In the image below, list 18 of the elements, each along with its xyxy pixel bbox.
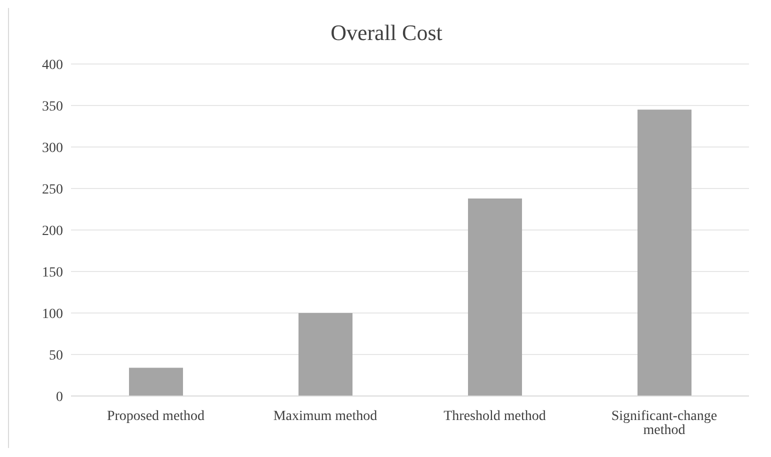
x-tick-label: Threshold method	[444, 408, 546, 424]
y-tick-label: 0	[56, 390, 63, 405]
bar	[298, 313, 352, 396]
y-tick-label: 50	[49, 348, 63, 364]
bar	[468, 198, 522, 396]
bar	[638, 110, 692, 396]
y-tick-label: 250	[42, 182, 63, 198]
y-tick-label: 200	[42, 224, 63, 239]
x-tick-label: Proposed method	[106, 408, 205, 424]
y-tick-label: 100	[42, 306, 63, 322]
bar	[129, 368, 183, 396]
x-tick-label: Significant-change method	[611, 408, 718, 438]
chart-title: Overall Cost	[330, 19, 444, 47]
y-tick-label: 350	[42, 99, 63, 114]
y-tick-label: 300	[42, 140, 63, 156]
y-tick-label: 150	[42, 265, 63, 280]
y-tick-label: 400	[42, 58, 63, 73]
x-tick-label: Maximum method	[273, 408, 378, 424]
